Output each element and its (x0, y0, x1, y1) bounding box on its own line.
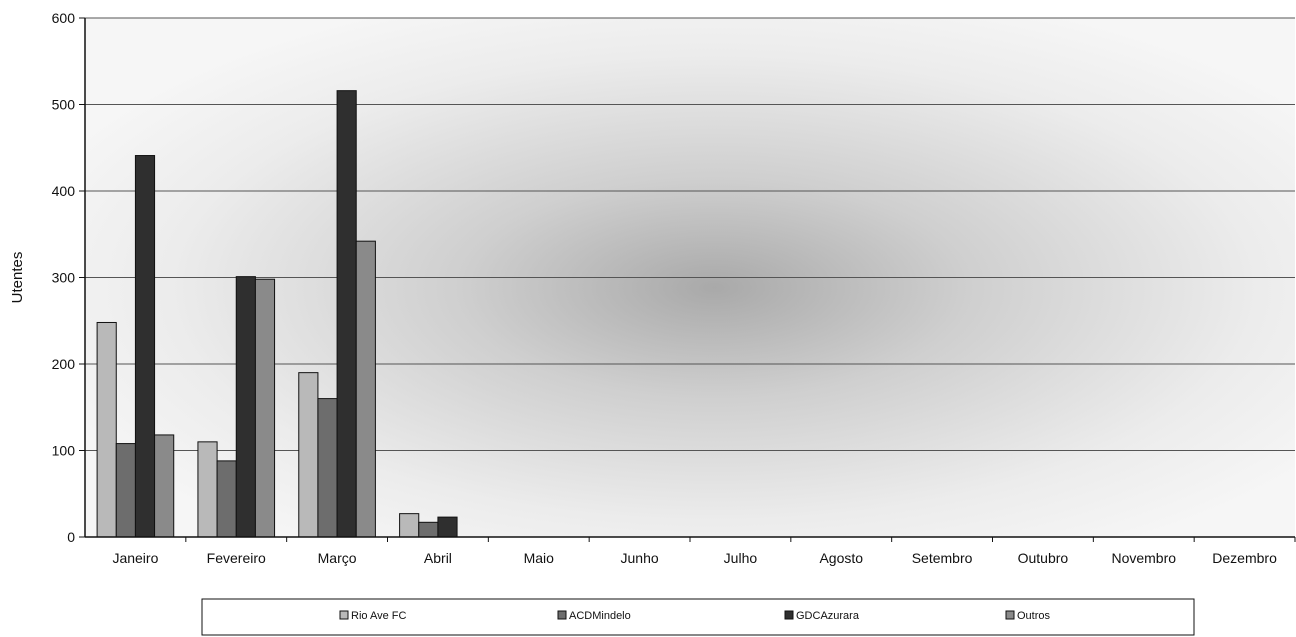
y-tick-label: 200 (52, 356, 76, 372)
bar-outros-fevereiro (254, 278, 276, 538)
bar-rio-ave-fc-março (298, 372, 319, 538)
y-tick-label: 400 (52, 183, 76, 199)
y-tick-label: 500 (52, 97, 76, 113)
bar-gdcazurara-abril (437, 516, 458, 538)
bar-gdcazurara-março (336, 90, 357, 538)
bar-acdmindelo-abril (418, 521, 439, 538)
bar-gdcazurara-janeiro (134, 155, 156, 538)
y-axis-title: Utentes (9, 252, 26, 304)
legend-swatch (557, 610, 567, 620)
x-tick-label: Junho (621, 550, 659, 566)
legend-label: ACDMindelo (569, 610, 631, 622)
bar-gdcazurara-fevereiro (235, 276, 256, 538)
bar-rio-ave-fc-abril (399, 513, 420, 538)
bar-rio-ave-fc-janeiro (96, 321, 117, 538)
legend-swatch (339, 610, 349, 620)
y-tick-label: 100 (52, 443, 76, 459)
x-tick-label: Maio (524, 550, 555, 566)
bar-acdmindelo-março (317, 398, 338, 538)
x-tick-label: Julho (724, 550, 758, 566)
x-tick-label: Setembro (912, 550, 973, 566)
y-tick-label: 0 (67, 529, 75, 545)
bar-outros-janeiro (154, 434, 175, 538)
legend-label: Rio Ave FC (351, 610, 406, 622)
legend-label: GDCAzurara (796, 610, 860, 622)
legend-label: Outros (1017, 610, 1051, 622)
axes: 0 100 200 300 400 500 600 Janeiro Fevereiro Março… (52, 10, 1296, 566)
bar-acdmindelo-janeiro (115, 443, 136, 538)
x-tick-label: Janeiro (112, 550, 158, 566)
y-tick-label: 600 (52, 10, 76, 26)
bar-outros-março (355, 240, 376, 538)
x-tick-label: Outubro (1018, 550, 1069, 566)
legend-swatch (784, 610, 794, 620)
legend-swatch (1005, 610, 1015, 620)
x-tick-label: Fevereiro (207, 550, 266, 566)
x-tick-label: Dezembro (1212, 550, 1277, 566)
y-tick-label: 300 (52, 270, 76, 286)
x-tick-label: Março (318, 550, 357, 566)
x-tick-label: Abril (424, 550, 452, 566)
bar-rio-ave-fc-fevereiro (197, 441, 218, 538)
x-tick-label: Novembro (1111, 550, 1176, 566)
x-tick-label: Agosto (819, 550, 863, 566)
bar-acdmindelo-fevereiro (216, 460, 237, 538)
gridlines (85, 17, 1295, 451)
legend: Rio Ave FC ACDMindelo GDCAzurara Outros (201, 598, 1195, 636)
legend-box (201, 598, 1195, 636)
